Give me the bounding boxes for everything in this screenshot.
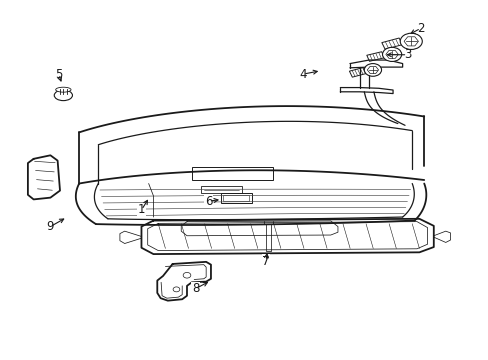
Circle shape [382,48,401,62]
Text: 8: 8 [191,282,199,295]
Text: 3: 3 [403,48,410,61]
Text: 5: 5 [55,68,62,81]
Text: 2: 2 [416,22,424,35]
Ellipse shape [54,90,72,100]
Text: 9: 9 [46,220,54,233]
Bar [220,193,251,203]
Text: 6: 6 [204,195,212,208]
Text: 7: 7 [262,255,269,267]
Circle shape [364,64,381,76]
Text: 4: 4 [299,68,306,81]
Bar [201,186,242,193]
Bar [223,195,249,201]
Ellipse shape [56,87,71,92]
Text: 1: 1 [138,203,145,216]
Circle shape [399,33,422,49]
